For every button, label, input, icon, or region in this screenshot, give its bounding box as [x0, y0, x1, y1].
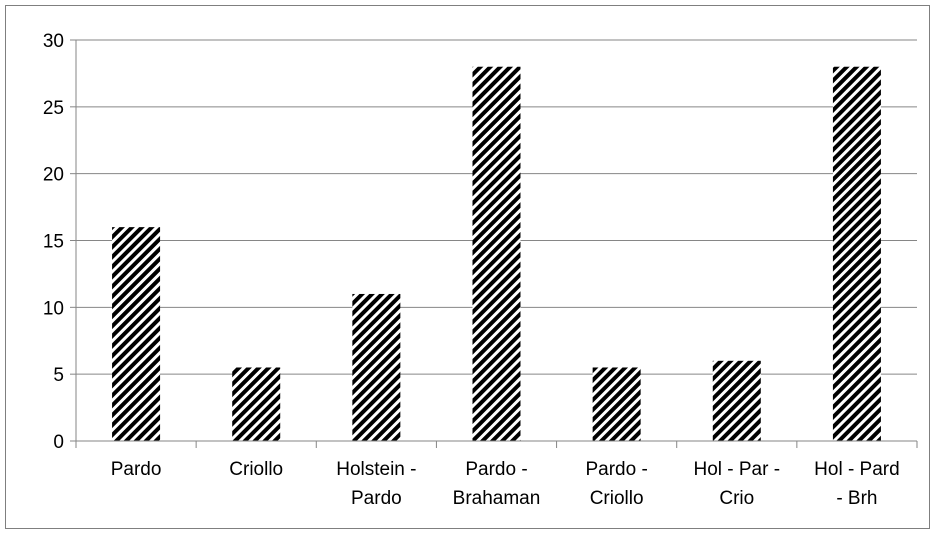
y-tick-label: 30	[43, 31, 64, 52]
y-tick-label: 20	[43, 165, 64, 186]
y-tick-label: 10	[43, 298, 64, 319]
x-category-label: Hol - Par -Crio	[693, 459, 780, 509]
bar	[592, 367, 641, 441]
y-tick-label: 25	[43, 98, 64, 119]
bar	[712, 360, 761, 441]
y-tick-label: 0	[53, 432, 64, 453]
y-tick-label: 5	[53, 365, 64, 386]
x-category-label: Holstein -Pardo	[336, 459, 416, 509]
y-tick-label: 15	[43, 232, 64, 253]
x-category-label: Criollo	[229, 459, 283, 480]
x-category-label: Pardo -Criollo	[585, 459, 647, 509]
bar	[112, 227, 161, 441]
bar	[352, 293, 401, 441]
x-axis-category-labels: Pardo Criollo Holstein -Pardo Pardo -Braham…	[111, 459, 900, 509]
bar	[472, 66, 521, 441]
bar	[832, 66, 881, 441]
bar	[232, 367, 281, 441]
axes	[70, 39, 918, 448]
x-category-label: Hol - Pard - Brh	[814, 459, 900, 509]
x-category-label: Pardo -Brahaman	[453, 459, 541, 509]
bars	[112, 66, 881, 441]
x-category-label: Pardo	[111, 459, 162, 480]
y-axis-tick-labels: 0 5 10 15 20 25 30	[43, 31, 64, 453]
